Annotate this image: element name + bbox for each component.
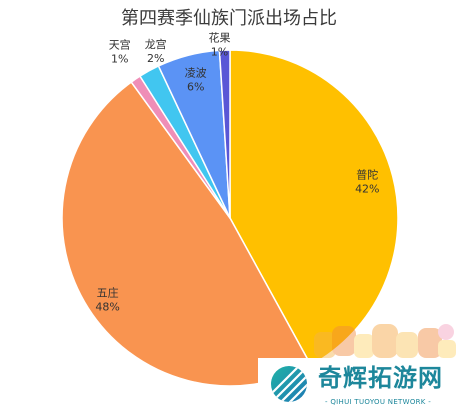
- slice-label-4: 龙宫 2%: [145, 37, 167, 65]
- slice-label-3: 天宫 1%: [109, 37, 131, 65]
- pie-slice-2: [61, 81, 312, 387]
- slice-label-value: 1%: [211, 45, 228, 58]
- slice-label-value: 2%: [147, 52, 164, 65]
- watermark-tagline: - QIHUI TUOYOU NETWORK -: [325, 398, 432, 406]
- pie-slice-1: [229, 49, 399, 366]
- slice-label-value: 48%: [95, 300, 119, 313]
- slice-label-5: 凌波 6%: [185, 65, 207, 93]
- slice-label-category: 龙宫: [145, 37, 167, 51]
- slice-label-1: 普陀 42%: [355, 168, 379, 196]
- slice-label-6: 花果 1%: [209, 31, 231, 58]
- site-watermark: 奇辉拓游网 - QIHUI TUOYOU NETWORK -: [258, 358, 458, 410]
- brand-logo-icon: [271, 366, 307, 402]
- chart-title: 第四赛季仙族门派出场占比: [121, 8, 337, 29]
- slice-label-category: 凌波: [185, 65, 207, 79]
- slice-label-category: 普陀: [356, 168, 378, 182]
- slice-label-value: 42%: [355, 183, 379, 196]
- slice-label-2: 五庄 48%: [95, 285, 119, 313]
- watermark-brand-text: 奇辉拓游网: [318, 364, 443, 392]
- slice-label-category: 天宫: [109, 37, 131, 51]
- game-logo-watermark: [314, 324, 456, 358]
- pie-slices: [61, 49, 399, 387]
- pie-slice-6: [218, 49, 231, 219]
- slice-label-value: 1%: [111, 52, 128, 65]
- slice-label-category: 五庄: [97, 285, 119, 299]
- slice-label-value: 6%: [187, 80, 204, 93]
- pie-data-labels: 普陀 42%五庄 48%天宫 1%龙宫 2%凌波 6%花果 1%: [95, 31, 379, 313]
- slice-label-category: 花果: [209, 31, 231, 44]
